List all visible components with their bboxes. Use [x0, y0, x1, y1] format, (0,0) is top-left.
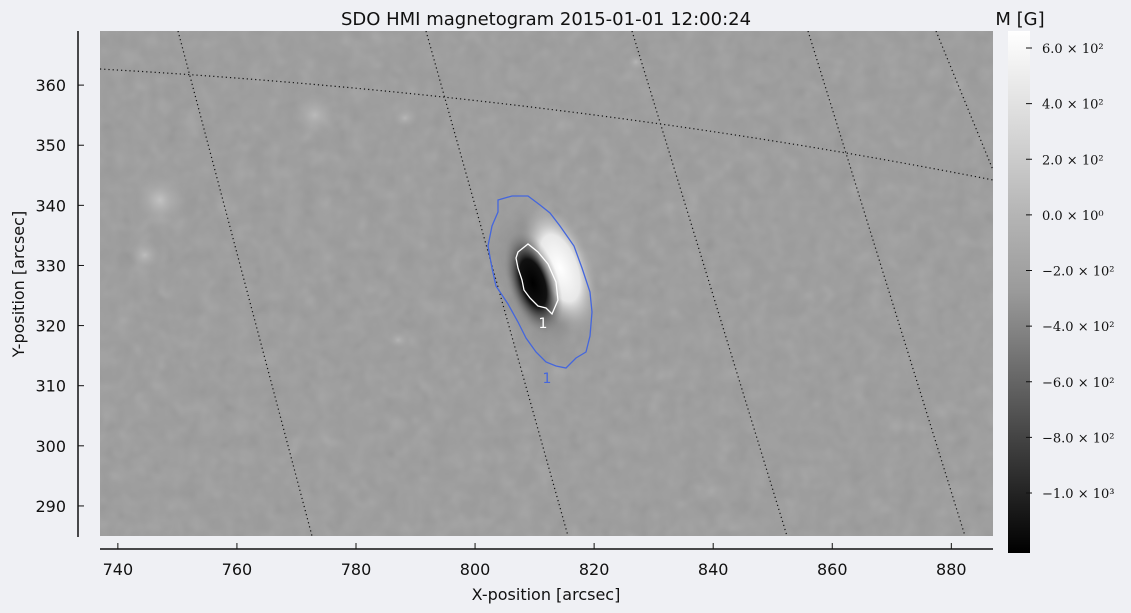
colorbar-tick-label: 0.0 × 10⁰	[1042, 209, 1104, 224]
colorbar-tick-label: −4.0 × 10²	[1042, 320, 1114, 335]
colorbar-label: M [G]	[995, 9, 1044, 30]
x-tick-label: 880	[936, 560, 967, 579]
y-axis-label: Y-position [arcsec]	[9, 211, 28, 358]
x-tick-label: 760	[222, 560, 253, 579]
y-tick-label: 330	[35, 256, 66, 275]
contour-label-white: 1	[539, 316, 548, 332]
x-tick-label: 860	[817, 560, 848, 579]
x-tick-label: 740	[103, 560, 134, 579]
x-tick-label: 820	[579, 560, 610, 579]
contour-white	[515, 243, 559, 316]
x-ticks: 740 760 780 800 820 840 860 880	[103, 543, 967, 579]
plage-brightenings	[127, 52, 648, 350]
contour-label-blue: 1	[543, 371, 552, 387]
colorbar-tick-label: −8.0 × 10²	[1042, 431, 1114, 446]
x-tick-label: 840	[698, 560, 729, 579]
sunspot	[480, 191, 600, 373]
plot-area: 1 1	[100, 31, 993, 536]
colorbar	[1008, 31, 1030, 553]
y-tick-label: 360	[35, 76, 66, 95]
x-tick-label: 780	[341, 560, 372, 579]
y-tick-label: 350	[35, 136, 66, 155]
colorbar-tick-label: 2.0 × 10²	[1042, 153, 1104, 168]
y-tick-label: 320	[35, 317, 66, 336]
y-tick-label: 300	[35, 437, 66, 456]
chart-title: SDO HMI magnetogram 2015-01-01 12:00:24	[341, 9, 751, 30]
y-tick-label: 310	[35, 377, 66, 396]
contours	[487, 195, 593, 369]
x-tick-label: 800	[460, 560, 491, 579]
heliographic-grid	[100, 31, 993, 536]
colorbar-tick-label: −2.0 × 10²	[1042, 265, 1114, 280]
y-ticks: 290 300 310 320 330 340 350 360	[35, 76, 84, 516]
contour-blue	[487, 195, 593, 369]
y-tick-label: 340	[35, 196, 66, 215]
colorbar-tick-label: 6.0 × 10²	[1042, 42, 1104, 57]
x-axis-label: X-position [arcsec]	[472, 585, 621, 604]
colorbar-tick-label: −6.0 × 10²	[1042, 376, 1114, 391]
colorbar-ticks: 6.0 × 10² 4.0 × 10² 2.0 × 10² 0.0 × 10⁰ −2.0…	[1026, 42, 1114, 502]
y-tick-label: 290	[35, 497, 66, 516]
colorbar-tick-label: 4.0 × 10²	[1042, 98, 1104, 113]
colorbar-tick-label: −1.0 × 10³	[1042, 487, 1114, 502]
